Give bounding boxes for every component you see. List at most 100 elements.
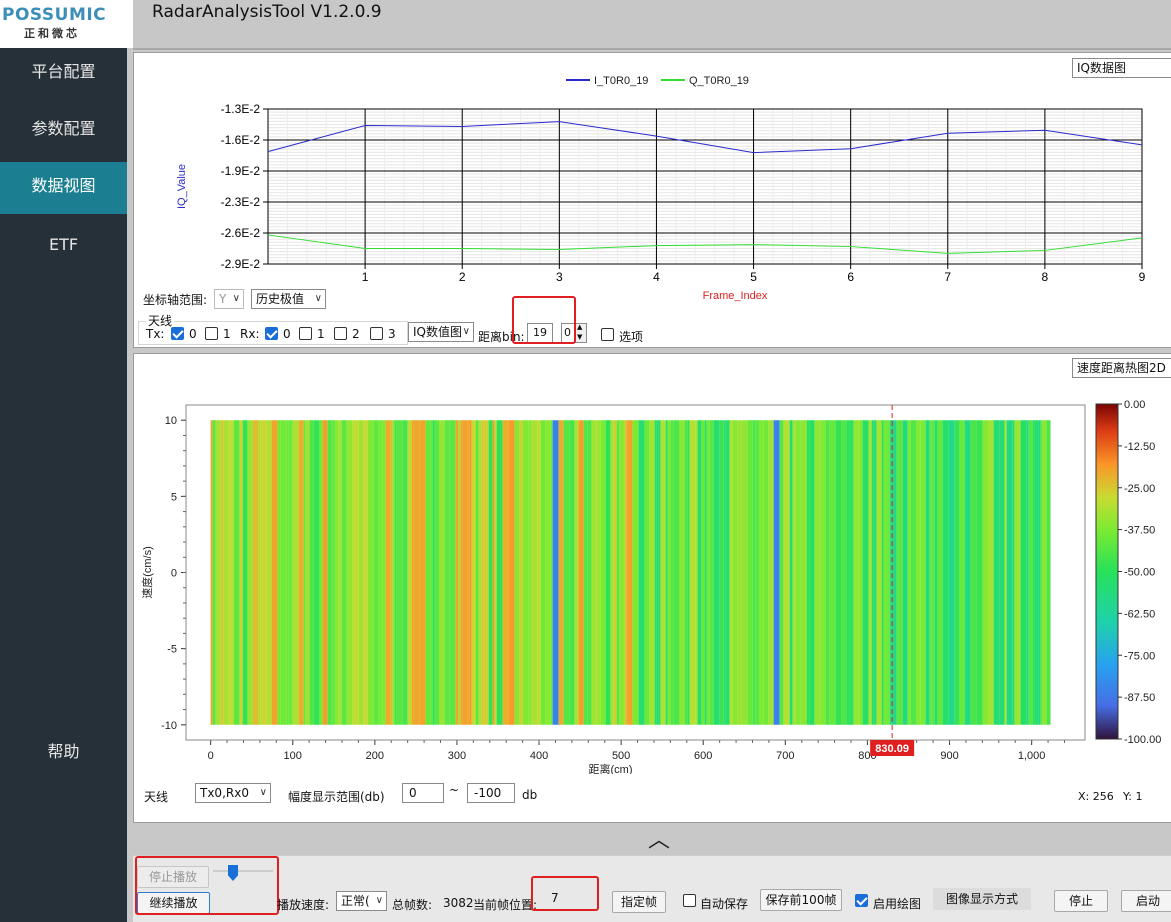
amp-min-input[interactable]: 0 [402,783,444,803]
heatmap-cell [1032,420,1035,725]
tx1-checkbox[interactable] [205,327,218,340]
image-mode-button[interactable]: 图像显示方式 [933,888,1031,910]
heatmap-cell [407,420,412,725]
tx0-label: 0 [189,327,197,341]
goto-frame-button[interactable]: 指定帧 [612,891,666,913]
stop-play-button[interactable]: 停止播放 [137,866,209,888]
heatmap-cell [679,420,685,725]
heatmap-cell [654,420,657,725]
start-button[interactable]: 启动 [1121,890,1171,912]
iq-chart-type-select[interactable]: IQ数据图 [1072,58,1171,78]
sidebar-item-etf[interactable]: ETF [48,235,79,254]
heatmap-cell [247,420,253,725]
sidebar-item-help[interactable]: 帮助 [47,742,80,761]
heatmap-cell [233,420,240,725]
collapse-chevron-icon[interactable]: ︿ [648,828,671,853]
heatmap-cell [907,420,911,725]
heatmap-cell [378,420,383,725]
view-select[interactable]: IQ数值图 ∨ [408,322,474,342]
range-mode-select[interactable]: 历史极值 ∨ [251,289,326,309]
heatmap-cell [883,420,890,725]
heatmap-cell [747,420,753,725]
colorbar-tick-label: -87.50 [1124,692,1155,704]
sidebar-item-platform-config[interactable]: 平台配置 [31,62,96,81]
heatmap-cell [392,420,395,725]
heatmap-cell [759,420,764,725]
rx1-label: 1 [317,327,325,341]
speed-select[interactable]: 正常(∨ [336,891,387,911]
heatmap-cell [656,420,659,725]
heatmap-cell [687,420,690,725]
rx1-checkbox[interactable] [299,327,312,340]
range-bin-input[interactable]: 19 [527,323,553,343]
heatmap-cell [925,420,930,725]
heatmap-cell [704,420,707,725]
colorbar [1095,403,1119,740]
heatmap-cell [605,420,611,725]
enable-plot-label: 启用绘图 [873,897,922,911]
stop-button[interactable]: 停止 [1054,890,1108,912]
heatmap-cell [795,420,801,725]
heatmap-cell [1042,420,1047,725]
rx3-checkbox[interactable] [370,327,383,340]
heatmap-cell [829,420,836,725]
sidebar-item-param-config[interactable]: 参数配置 [31,119,96,138]
heatmap-type-select[interactable]: 速度距离热图2D [1072,358,1171,378]
spin-down-icon[interactable]: ▼ [577,333,583,341]
amp-max-input[interactable]: -100 [467,783,515,803]
heatmap-cell [583,420,588,725]
y-tick-label: -1.9E-2 [221,164,261,178]
x-tick-label: 1 [362,270,369,284]
axis-select[interactable]: Y ∨ [214,289,244,309]
heatmap-cell [719,420,724,725]
spin-up-icon[interactable]: ▲ [577,323,583,331]
enable-plot-checkbox[interactable] [855,894,868,907]
heatmap-cell [531,420,538,725]
amp-range-label: 幅度显示范围(db) [288,790,385,804]
antenna-select[interactable]: Tx0,Rx0 ∨ [195,783,271,803]
heatmap-cell [800,420,807,725]
series-line-Q_T0R0_19 [267,234,1143,254]
continue-play-button[interactable]: 继续播放 [137,892,210,914]
x-tick-label: 100 [284,750,302,762]
heatmap-cell [569,420,575,725]
heatmap-cell [768,420,774,725]
brand-name: POSSUMIC [2,5,107,25]
auto-save-checkbox[interactable] [683,894,696,907]
legend-entry: Q_T0R0_19 [689,75,749,87]
x-tick-label: 4 [653,270,660,284]
playback-bar: 停止播放 继续播放 播放速度: 正常(∨ 总帧数: 3082 当前帧位置: 7 … [133,855,1171,922]
heatmap-cell [689,420,696,725]
heatmap-cell [632,420,639,725]
heatmap-cell [502,420,509,725]
heatmap-cell [910,420,917,725]
heatmap-cell [902,420,908,725]
x-tick-label: 500 [612,750,630,762]
current-pos-input[interactable]: 7 [551,891,559,905]
heatmap-cell [558,420,564,725]
playback-slider-handle[interactable] [228,865,238,881]
heatmap-cell [706,420,710,725]
save-first-100-button[interactable]: 保存前100帧 [760,889,842,911]
heatmap-cell [725,420,730,725]
x-tick-label: 200 [366,750,384,762]
heatmap-cell [411,420,414,725]
rx2-label: 2 [352,327,360,341]
spin-buttons[interactable]: ▲ ▼ [575,323,587,343]
playback-slider-track[interactable] [213,870,273,872]
rx2-checkbox[interactable] [334,327,347,340]
heatmap-cell [319,420,323,725]
options-label: 选项 [619,330,644,344]
rx0-checkbox[interactable] [265,327,278,340]
heatmap-cell [1028,420,1033,725]
heatmap-cell [792,420,796,725]
highlight-box-current-pos [531,876,599,911]
heatmap-cell [755,420,760,725]
sidebar-item-data-view[interactable]: 数据视图 [0,162,127,214]
heatmap-cell [286,420,289,725]
heatmap-cell [937,420,943,725]
options-checkbox[interactable] [601,328,614,341]
tx0-checkbox[interactable] [171,327,184,340]
antenna-group-box [138,321,408,345]
heatmap-cell [624,420,627,725]
